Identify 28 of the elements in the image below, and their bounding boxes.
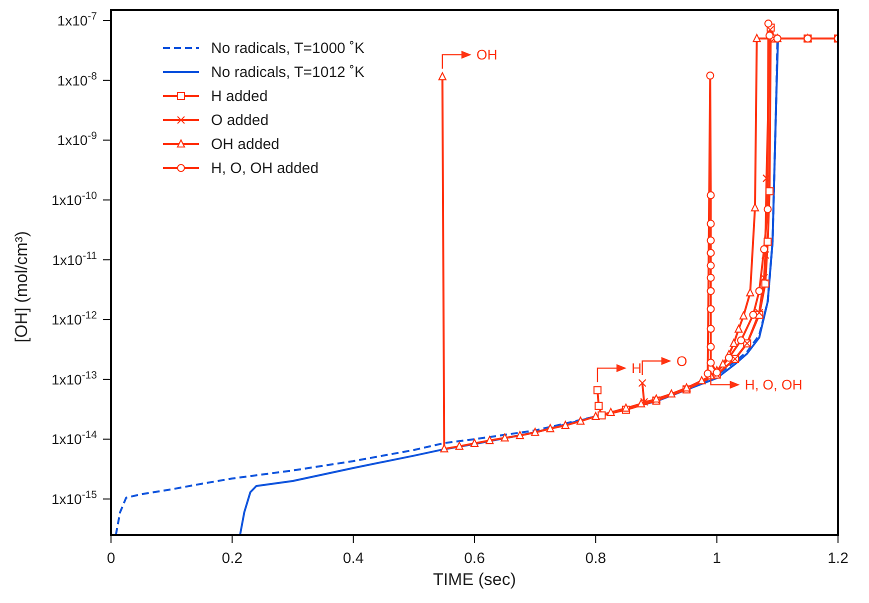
annotation: O — [676, 352, 688, 369]
x-tick-label: 0.8 — [585, 550, 606, 567]
y-tick-label: 1x10$^{-10}$ — [51, 190, 98, 208]
y-tick-label: 1x10$^{-13}$ — [51, 369, 98, 388]
legend-label: H added — [211, 88, 268, 104]
x-tick-label: 1.2 — [828, 550, 848, 567]
annotation: H, O, OH — [744, 376, 802, 393]
annotation: H — [631, 360, 642, 376]
legend-label: No radicals, T=1012 ˚K — [211, 64, 365, 80]
y-tick-label: 1x10$^{-9}$ — [57, 130, 98, 148]
legend-label: O added — [211, 112, 269, 128]
x-tick-label: 0.4 — [342, 550, 364, 567]
annotation: OH — [476, 46, 498, 63]
y-tick-label: 1x10$^{-15}$ — [51, 488, 98, 507]
legend-label: OH added — [211, 136, 280, 152]
x-tick-label: 0.2 — [222, 550, 243, 567]
y-tick-label: 1x10$^{-12}$ — [51, 310, 98, 328]
y-tick-label: 1x10$^{-11}$ — [52, 250, 98, 268]
y-tick-label: 1x10$^{-8}$ — [57, 70, 98, 88]
x-axis-title: TIME (sec) — [432, 570, 516, 589]
x-tick-label: 1 — [712, 550, 722, 567]
y-tick-label: 1x10$^{-7}$ — [57, 10, 98, 29]
x-tick-label: 0.6 — [464, 550, 485, 567]
legend-label: H, O, OH added — [211, 160, 319, 176]
legend-label: No radicals, T=1000 ˚K — [211, 40, 365, 56]
y-tick-label: 1x10$^{-14}$ — [51, 429, 98, 448]
y-axis-title: [OH] (mol/cm³) — [12, 231, 32, 342]
x-tick-label: 0 — [106, 550, 116, 567]
